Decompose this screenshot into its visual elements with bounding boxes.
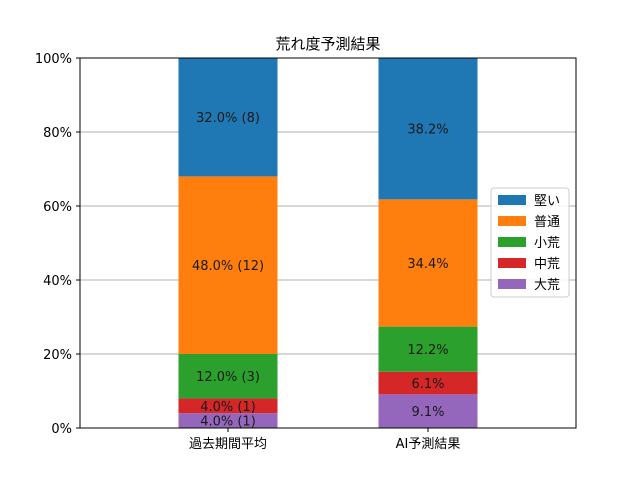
legend-label: 中荒: [534, 257, 560, 272]
plot-frame: [79, 57, 577, 429]
bar-segment: [178, 176, 278, 354]
bar-segment: [178, 58, 278, 177]
data-label: 4.0% (1): [200, 415, 256, 430]
bar-segment: [178, 354, 278, 399]
legend-swatch: [498, 216, 526, 226]
y-tick-label: 60%: [43, 200, 72, 215]
data-label: 6.1%: [411, 377, 444, 392]
data-label: 38.2%: [407, 123, 448, 138]
data-label: 12.0% (3): [196, 370, 260, 385]
bar-segment: [378, 326, 478, 372]
bar-segment: [378, 371, 478, 395]
bar-segment: [178, 413, 278, 428]
bar-segments: [178, 58, 478, 428]
data-label: 48.0% (12): [192, 259, 264, 274]
axes: 0% 20% 40% 60% 80% 100% 過去期間平均 AI予測結果: [35, 52, 461, 452]
data-labels: 4.0% (1)4.0% (1) 12.0% (3) 48.0% (12) 32.0%…: [192, 111, 449, 429]
x-tick-label: AI予測結果: [396, 437, 461, 452]
y-tick-label: 40%: [43, 274, 72, 289]
y-tick-label: 100%: [35, 52, 72, 67]
legend-swatch: [498, 195, 526, 205]
data-label: 32.0% (8): [196, 111, 260, 126]
y-tick-label: 0%: [51, 422, 72, 437]
legend-label: 小荒: [534, 236, 560, 251]
data-label: 9.1%: [411, 405, 444, 420]
legend-swatch: [498, 258, 526, 268]
legend-box: [490, 187, 570, 298]
legend-swatch: [498, 279, 526, 289]
bar-segment: [178, 398, 278, 414]
legend-swatch: [498, 237, 526, 247]
bar-segment: [378, 199, 478, 327]
y-tick-label: 20%: [43, 348, 72, 363]
x-tick-label: 過去期間平均: [189, 437, 267, 452]
data-label: 12.2%: [407, 343, 448, 358]
data-label: 34.4%: [407, 257, 448, 272]
legend-label: 大荒: [534, 278, 560, 293]
bar-segment: [378, 394, 478, 428]
legend-label: 普通: [534, 215, 560, 230]
legend-label: 堅い: [534, 194, 560, 209]
chart-title: 荒れ度予測結果: [275, 35, 380, 53]
bar-segment: [378, 58, 478, 200]
y-tick-label: 80%: [43, 126, 72, 141]
data-label: 4.0% (1): [200, 400, 256, 415]
